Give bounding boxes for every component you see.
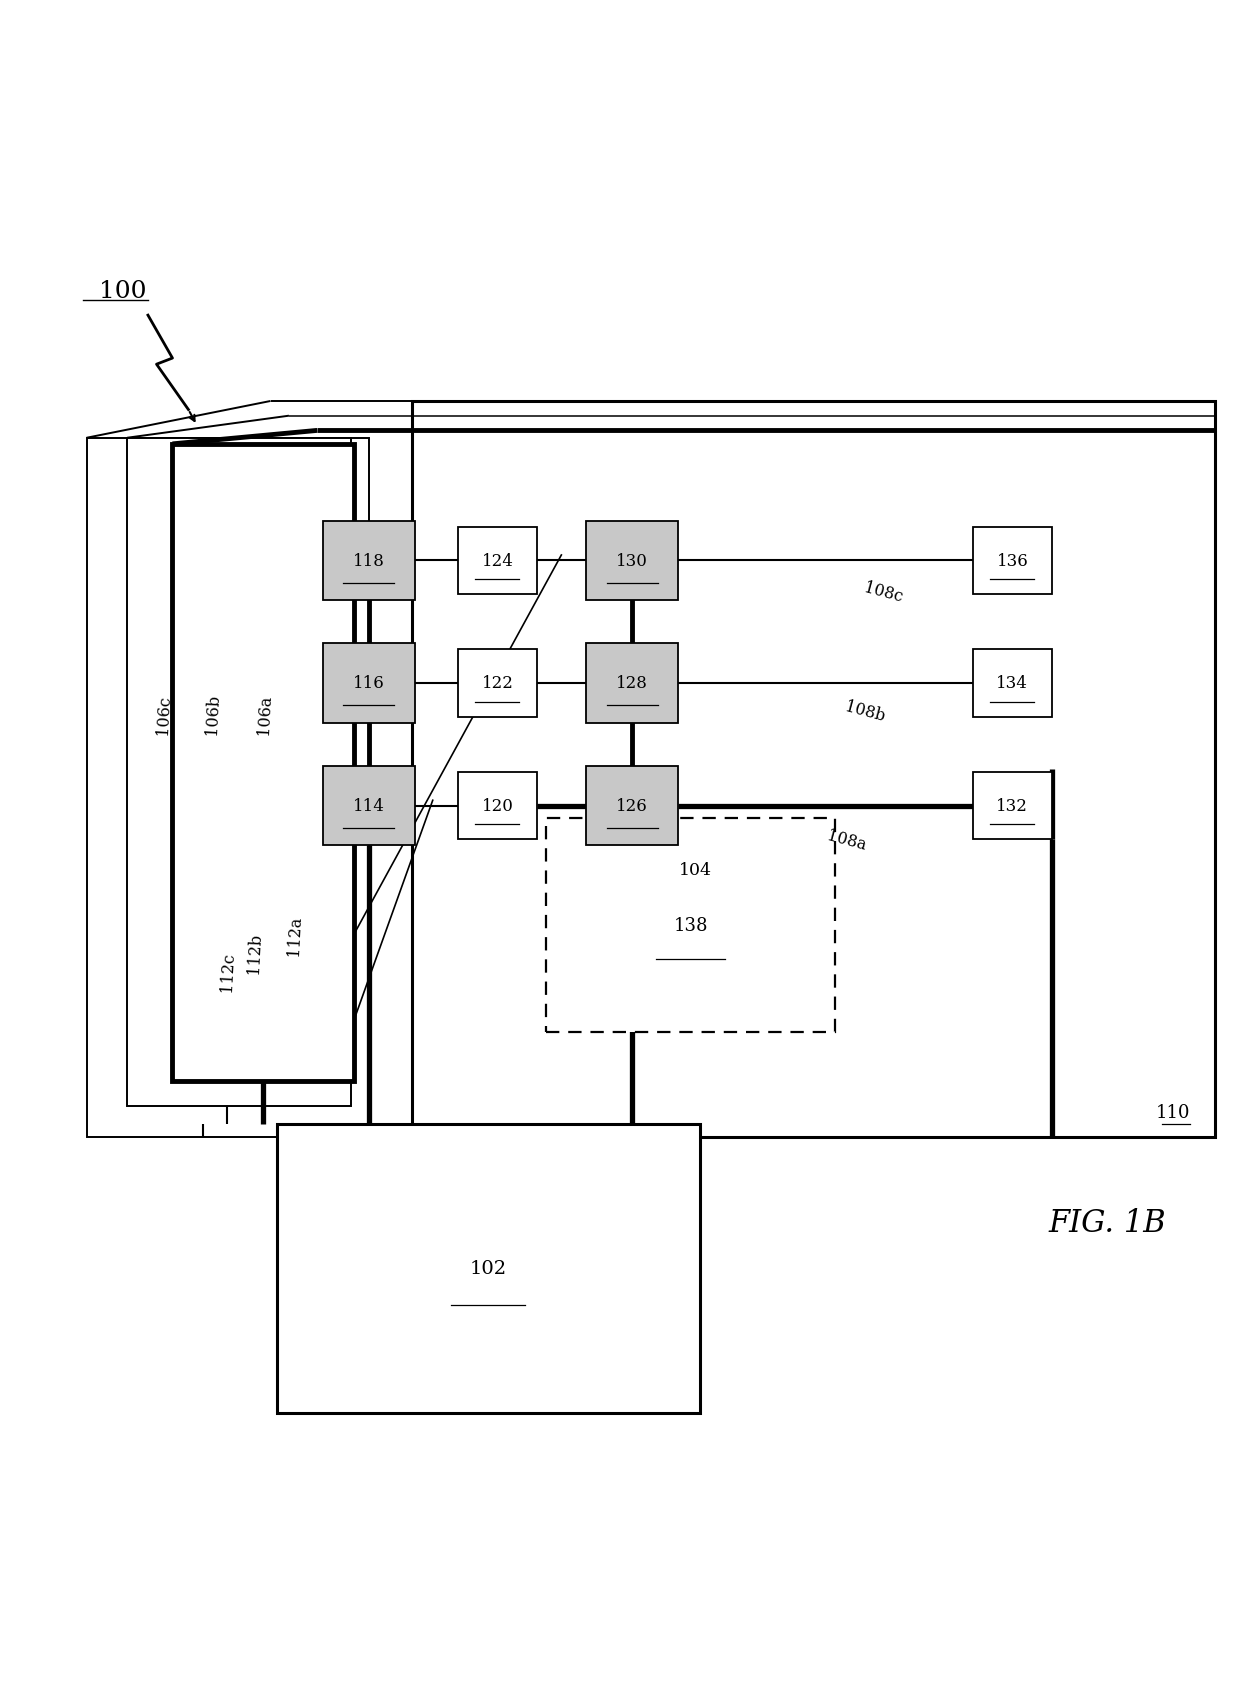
Text: 120: 120 (481, 798, 513, 815)
Text: FIG. 1B: FIG. 1B (1048, 1207, 1166, 1238)
Bar (172, 445, 353, 1082)
Bar (972, 650, 1053, 717)
Text: 110: 110 (1156, 1104, 1190, 1121)
Text: 112a: 112a (285, 914, 304, 956)
Text: 106c: 106c (154, 694, 174, 735)
Bar (322, 766, 414, 846)
Text: 112b: 112b (246, 932, 264, 975)
Text: 132: 132 (997, 798, 1028, 815)
Bar (458, 650, 537, 717)
Bar (322, 644, 414, 723)
Bar (322, 521, 414, 601)
Bar (128, 438, 351, 1107)
Bar (587, 766, 678, 846)
Bar (87, 438, 368, 1138)
Text: 122: 122 (481, 676, 513, 693)
Text: 136: 136 (997, 552, 1028, 569)
Text: 104: 104 (678, 861, 712, 878)
Text: 108b: 108b (843, 698, 887, 725)
Bar (458, 773, 537, 841)
Text: 124: 124 (481, 552, 513, 569)
Bar (972, 773, 1053, 841)
Text: 126: 126 (616, 798, 649, 815)
Bar (587, 521, 678, 601)
Bar (277, 1124, 699, 1413)
Text: 128: 128 (616, 676, 649, 693)
Text: 130: 130 (616, 552, 649, 569)
Text: 108c: 108c (862, 579, 905, 606)
Text: 100: 100 (99, 280, 146, 302)
Text: 134: 134 (997, 676, 1028, 693)
Bar (412, 402, 1215, 1138)
Bar (972, 528, 1053, 594)
Text: 106b: 106b (203, 693, 222, 735)
Text: 106a: 106a (255, 694, 274, 735)
Text: 118: 118 (352, 552, 384, 569)
Bar (458, 528, 537, 594)
Text: 112c: 112c (218, 951, 237, 992)
Bar (547, 818, 835, 1032)
Text: 102: 102 (470, 1260, 507, 1277)
Text: 116: 116 (352, 676, 384, 693)
Text: 114: 114 (352, 798, 384, 815)
Text: 108a: 108a (826, 827, 868, 854)
Bar (587, 644, 678, 723)
Text: 138: 138 (673, 917, 708, 934)
